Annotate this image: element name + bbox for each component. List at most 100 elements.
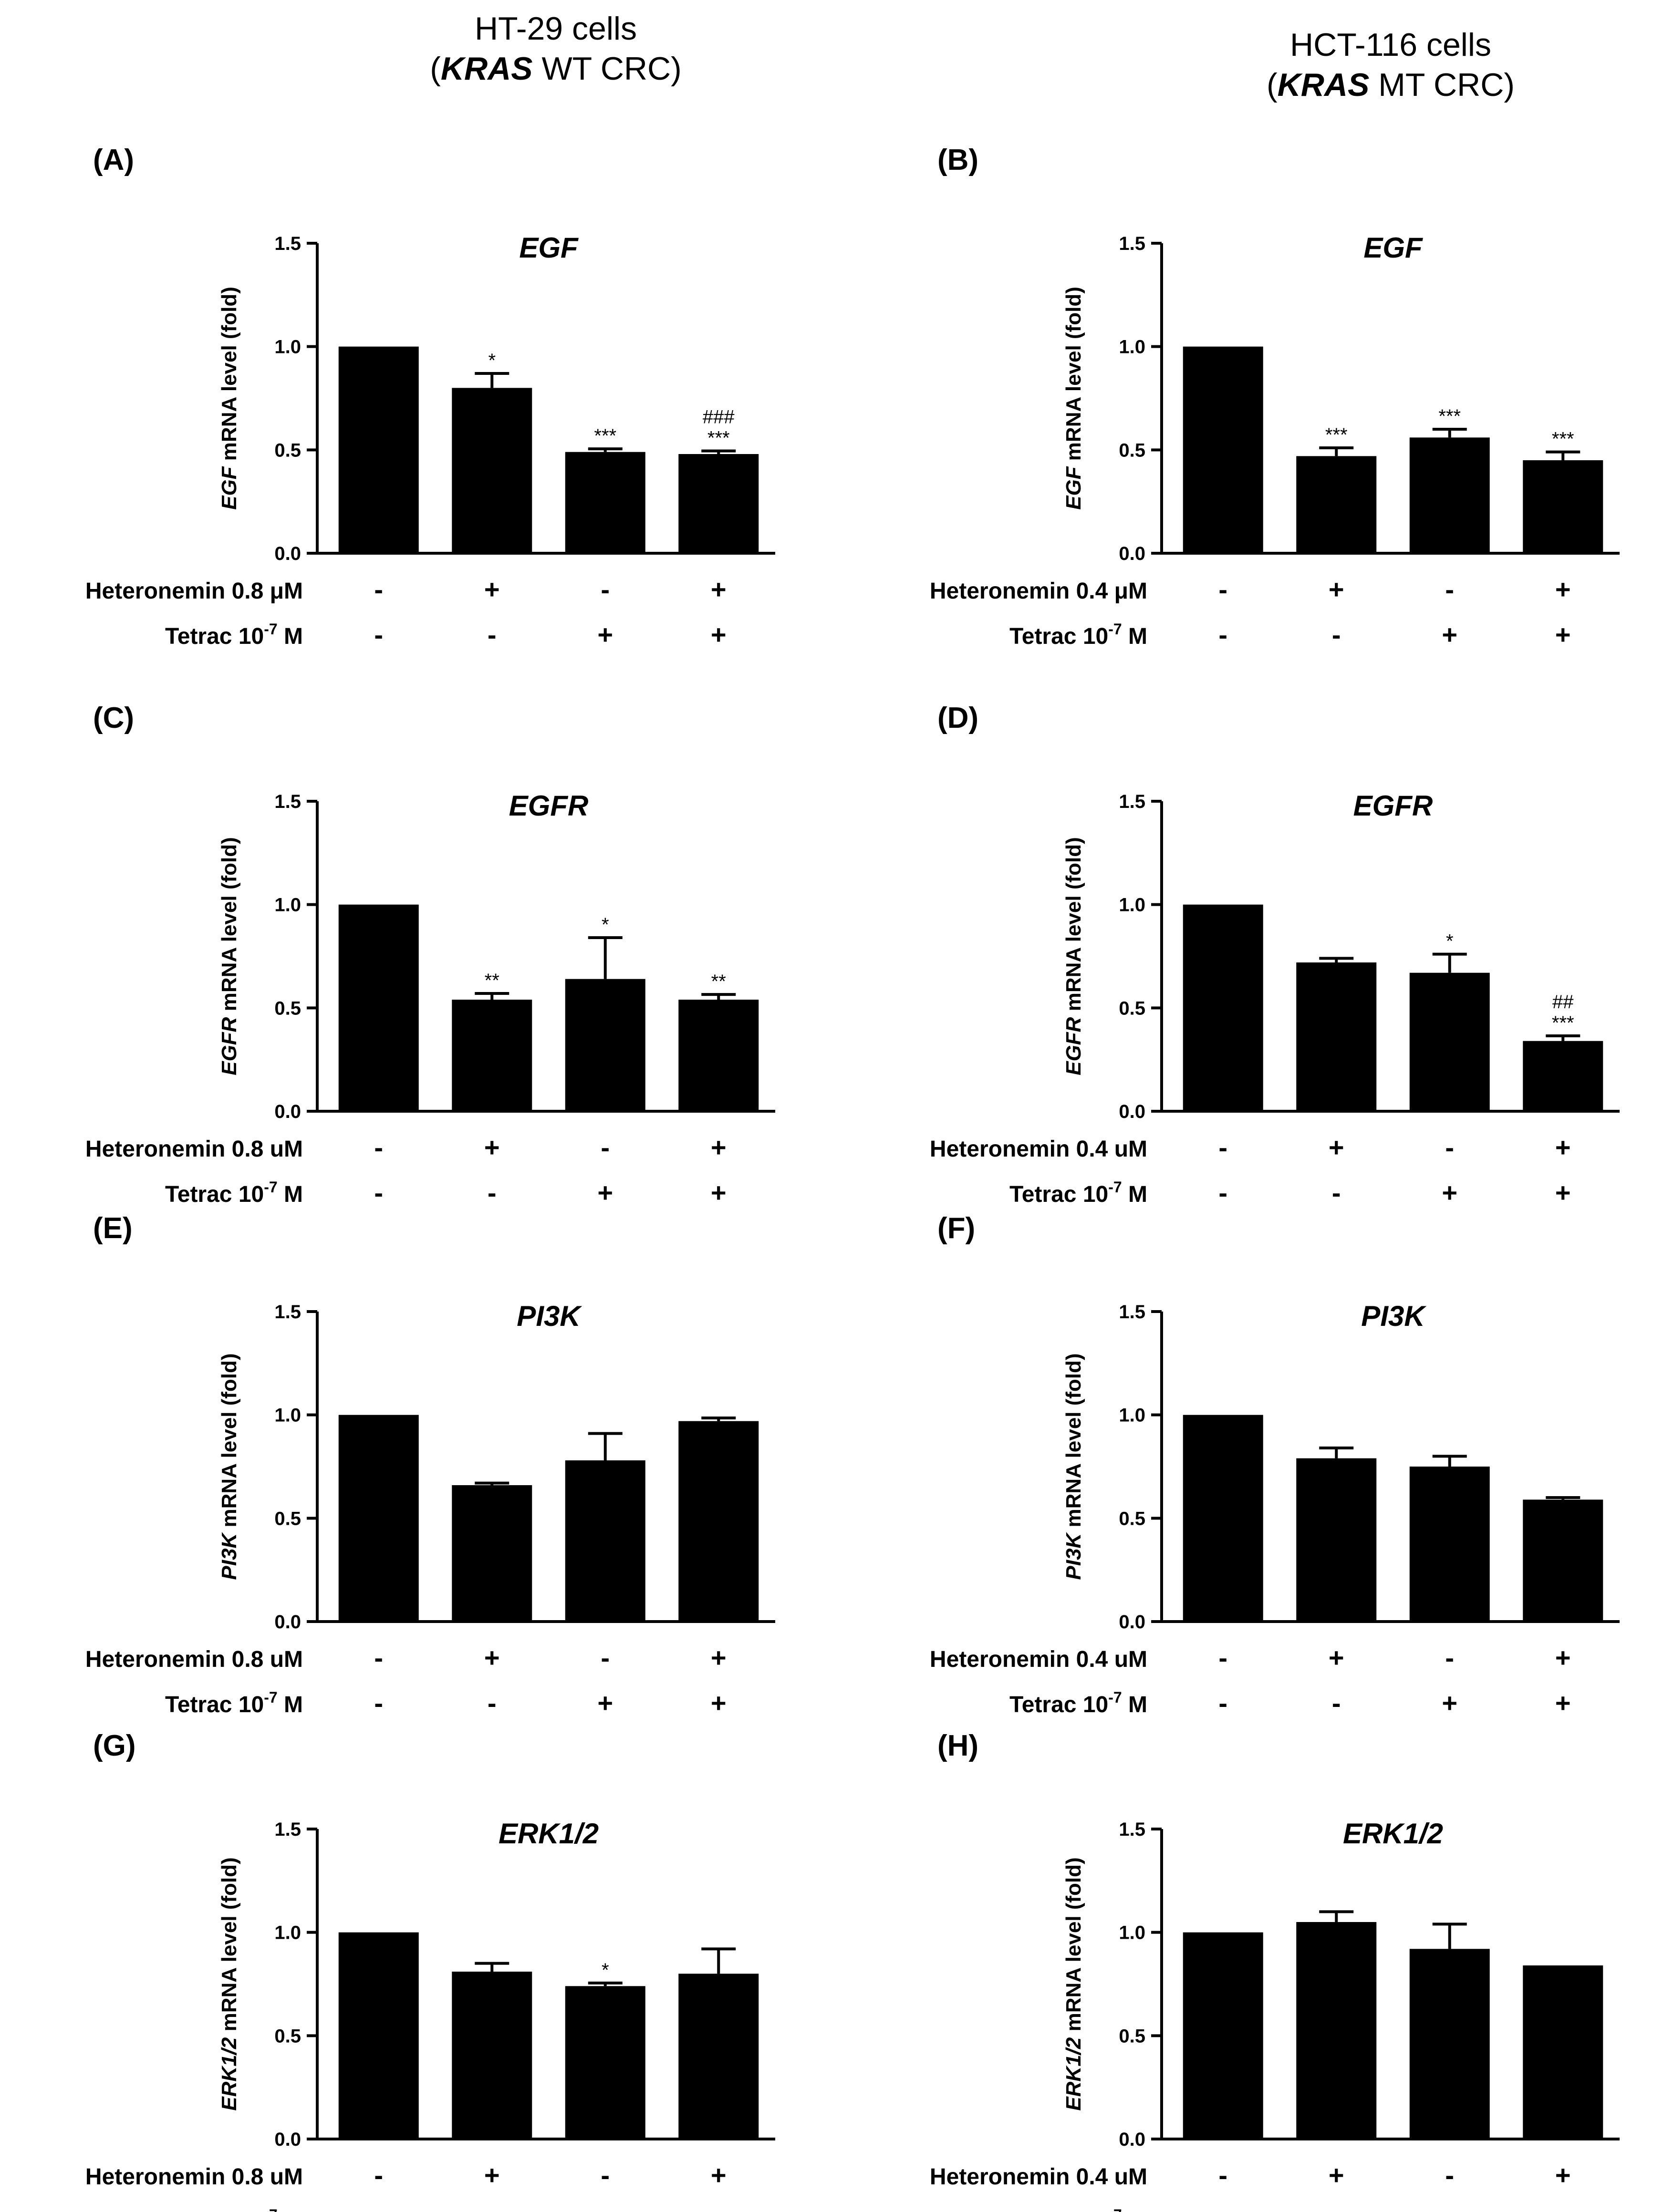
treatment-mark: + bbox=[484, 574, 500, 604]
treatment-mark: + bbox=[597, 620, 613, 650]
y-tick-label: 1.5 bbox=[1119, 791, 1145, 812]
y-axis-label: PI3K mRNA level (fold) bbox=[218, 1353, 241, 1580]
treatment-mark: - bbox=[1218, 1132, 1227, 1162]
treatment-mark: - bbox=[374, 1132, 383, 1162]
chart-title: PI3K bbox=[1361, 1300, 1426, 1332]
bar bbox=[1183, 904, 1263, 1111]
y-tick-label: 0.5 bbox=[1119, 1508, 1145, 1529]
panel-a: (A) 0.0 0.5 1.0 1.5 EGF mRNA level (fold) EGF… bbox=[85, 143, 904, 650]
y-axis-label: EGFR mRNA level (fold) bbox=[1062, 837, 1085, 1075]
bar-chart-erk12-hct116: 0.0 0.5 1.0 1.5 ERK1/2 mRNA level (fold) ERK1… bbox=[930, 1818, 1620, 2212]
treatment-mark: - bbox=[488, 620, 497, 650]
y-tick-label: 0.0 bbox=[1119, 2129, 1145, 2150]
y-tick-label: 1.0 bbox=[1119, 895, 1145, 916]
treatment-label: Tetrac 10-7 M bbox=[165, 2206, 303, 2212]
treatment-mark: + bbox=[1555, 2205, 1571, 2212]
y-tick-label: 0.0 bbox=[1119, 1101, 1145, 1122]
bar bbox=[1523, 1499, 1603, 1622]
treatment-mark: + bbox=[711, 1178, 727, 1208]
treatment-label: Heteronemin 0.8 uM bbox=[85, 1647, 303, 1672]
y-tick-label: 1.0 bbox=[274, 1923, 301, 1943]
y-tick-label: 1.0 bbox=[1119, 337, 1145, 358]
bar bbox=[1296, 1922, 1377, 2139]
bar bbox=[565, 1986, 645, 2139]
bar-chart-egf-hct116: 0.0 0.5 1.0 1.5 EGF mRNA level (fold) EGF *** *… bbox=[930, 232, 1620, 650]
bar bbox=[452, 1485, 532, 1622]
y-tick-label: 0.5 bbox=[1119, 440, 1145, 461]
treatment-mark: - bbox=[1332, 1178, 1341, 1208]
significance-label: * bbox=[488, 350, 496, 371]
treatment-mark: + bbox=[1555, 1178, 1571, 1208]
chart-title: ERK1/2 bbox=[1343, 1818, 1443, 1850]
treatment-label: Tetrac 10-7 M bbox=[1009, 620, 1147, 649]
bar bbox=[1409, 437, 1490, 553]
treatment-mark: - bbox=[374, 574, 383, 604]
treatment-mark: - bbox=[1218, 2160, 1227, 2190]
y-tick-label: 0.0 bbox=[1119, 543, 1145, 564]
column-header-gene: KRAS bbox=[440, 51, 533, 87]
y-tick-label: 0.0 bbox=[274, 2129, 301, 2150]
treatment-mark: + bbox=[1555, 1132, 1571, 1162]
y-axis-label: EGFR mRNA level (fold) bbox=[218, 837, 241, 1075]
bar bbox=[565, 452, 645, 553]
treatment-label: Tetrac 10-7 M bbox=[165, 620, 303, 649]
treatment-label: Tetrac 10-7 M bbox=[1009, 1689, 1147, 1717]
treatment-mark: - bbox=[1218, 574, 1227, 604]
treatment-mark: + bbox=[484, 2160, 500, 2190]
treatment-mark: - bbox=[601, 574, 610, 604]
y-axis-label: ERK1/2 mRNA level (fold) bbox=[1062, 1857, 1085, 2110]
significance-label: *** bbox=[1438, 406, 1461, 427]
panel-c: (C) 0.0 0.5 1.0 1.5 EGFR mRNA level (fold) EG… bbox=[85, 701, 904, 1208]
y-axis-label: PI3K mRNA level (fold) bbox=[1062, 1353, 1085, 1580]
column-header-hct116: HCT-116 cells (KRAS MT CRC) bbox=[1152, 25, 1629, 105]
treatment-mark: + bbox=[484, 1132, 500, 1162]
y-tick-label: 1.5 bbox=[274, 791, 301, 812]
bar bbox=[1523, 1965, 1603, 2139]
treatment-label: Tetrac 10-7 M bbox=[165, 1689, 303, 1717]
chart-title: EGFR bbox=[1353, 790, 1433, 822]
y-tick-label: 0.0 bbox=[274, 1101, 301, 1122]
treatment-mark: - bbox=[374, 1688, 383, 1718]
y-tick-label: 1.5 bbox=[1119, 233, 1145, 254]
treatment-mark: - bbox=[1332, 620, 1341, 650]
bar bbox=[678, 1974, 759, 2139]
column-header-rest: MT CRC) bbox=[1369, 67, 1515, 103]
y-tick-label: 1.0 bbox=[274, 895, 301, 916]
treatment-mark: - bbox=[601, 2160, 610, 2190]
significance-label: ** bbox=[711, 971, 726, 992]
bar bbox=[1183, 1415, 1263, 1622]
treatment-mark: + bbox=[597, 1178, 613, 1208]
panel-d: (D) 0.0 0.5 1.0 1.5 EGFR mRNA level (fold) EG… bbox=[930, 701, 1653, 1208]
panel-label: (C) bbox=[93, 702, 135, 734]
chart-title: PI3K bbox=[517, 1300, 582, 1332]
bar bbox=[1296, 1458, 1377, 1622]
bar-chart-pi3k-ht29: 0.0 0.5 1.0 1.5 PI3K mRNA level (fold) PI3K He… bbox=[85, 1300, 775, 1718]
significance-label: *** bbox=[707, 428, 730, 449]
treatment-mark: + bbox=[1442, 1688, 1457, 1718]
panel-h: (H) 0.0 0.5 1.0 1.5 ERK1/2 mRNA level (fold)… bbox=[930, 1729, 1653, 2212]
panel-b: (B) 0.0 0.5 1.0 1.5 EGF mRNA level (fold) EGF… bbox=[930, 143, 1653, 650]
y-tick-label: 1.0 bbox=[274, 1405, 301, 1426]
treatment-mark: + bbox=[597, 1688, 613, 1718]
treatment-mark: + bbox=[1442, 2205, 1457, 2212]
bar bbox=[452, 1000, 532, 1111]
significance-label: ### bbox=[703, 407, 735, 428]
panel-label: (E) bbox=[93, 1212, 133, 1245]
treatment-mark: + bbox=[1329, 2160, 1344, 2190]
treatment-mark: + bbox=[1555, 1688, 1571, 1718]
significance-label: * bbox=[602, 1960, 609, 1981]
treatment-mark: - bbox=[488, 1688, 497, 1718]
y-tick-label: 0.0 bbox=[274, 543, 301, 564]
treatment-mark: + bbox=[711, 620, 727, 650]
treatment-mark: + bbox=[597, 2205, 613, 2212]
treatment-mark: + bbox=[711, 1132, 727, 1162]
bar bbox=[678, 454, 759, 553]
bar bbox=[1183, 346, 1263, 553]
panel-label: (A) bbox=[93, 144, 135, 176]
y-tick-label: 0.0 bbox=[274, 1612, 301, 1633]
panel-f: (F) 0.0 0.5 1.0 1.5 PI3K mRNA level (fold) PI… bbox=[930, 1211, 1653, 1718]
treatment-label: Heteronemin 0.4 uM bbox=[930, 2164, 1147, 2190]
bar bbox=[1523, 460, 1603, 553]
